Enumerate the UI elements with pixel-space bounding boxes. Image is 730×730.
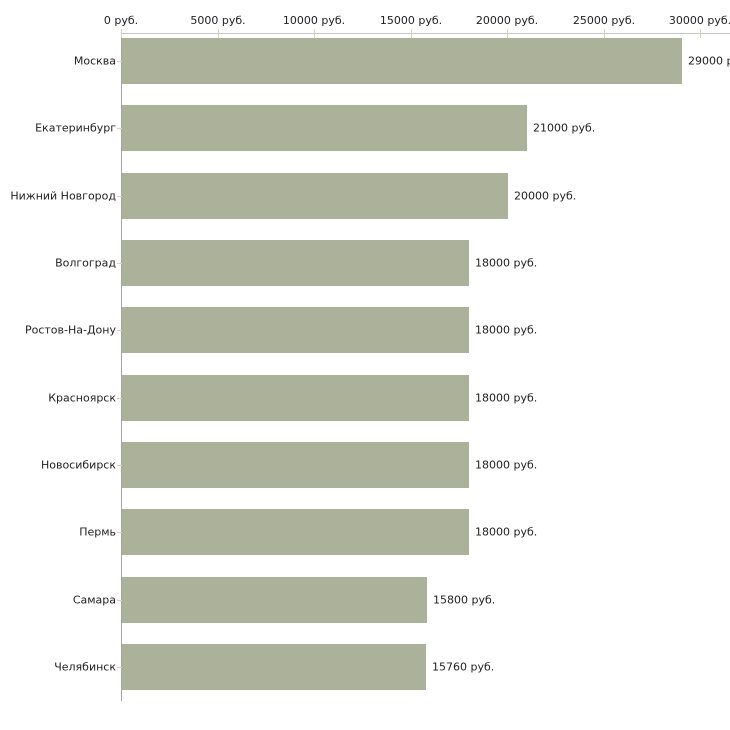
bar-value-label: 15800 руб. xyxy=(433,593,496,607)
bar xyxy=(122,173,508,219)
bar xyxy=(122,375,469,421)
bar xyxy=(122,307,469,353)
x-axis-tick-label: 30000 руб. xyxy=(668,14,730,27)
category-tick xyxy=(117,330,122,331)
bar-category-label: Нижний Новгород xyxy=(10,189,116,203)
bar-value-label: 18000 руб. xyxy=(475,391,538,405)
bar-value-label: 18000 руб. xyxy=(475,323,538,337)
x-axis-tick-label: 5000 руб. xyxy=(190,14,246,27)
x-axis-line xyxy=(121,33,730,34)
bar xyxy=(122,442,469,488)
category-tick xyxy=(117,398,122,399)
y-axis-line xyxy=(121,33,122,701)
bar xyxy=(122,509,469,555)
category-tick xyxy=(117,465,122,466)
bar-value-label: 18000 руб. xyxy=(475,525,538,539)
bar-category-label: Челябинск xyxy=(54,660,116,674)
category-tick xyxy=(117,600,122,601)
bar xyxy=(122,38,682,84)
category-tick xyxy=(117,667,122,668)
bar-category-label: Екатеринбург xyxy=(35,121,116,135)
bar-value-label: 21000 руб. xyxy=(533,121,596,135)
bar-value-label: 20000 руб. xyxy=(514,189,577,203)
category-tick xyxy=(117,61,122,62)
bar-category-label: Новосибирск xyxy=(40,458,116,472)
x-axis-tick-label: 25000 руб. xyxy=(572,14,636,27)
category-tick xyxy=(117,532,122,533)
x-axis-tick xyxy=(700,29,701,38)
bar-category-label: Самара xyxy=(72,593,116,607)
category-tick xyxy=(117,196,122,197)
x-axis-tick-label: 20000 руб. xyxy=(475,14,539,27)
bar-category-label: Москва xyxy=(73,54,116,68)
bar-category-label: Волгоград xyxy=(55,256,116,270)
category-tick xyxy=(117,263,122,264)
bar xyxy=(122,577,427,623)
x-axis-tick xyxy=(507,29,508,38)
x-axis-tick-label: 0 руб. xyxy=(103,14,139,27)
category-tick xyxy=(117,128,122,129)
x-axis-tick xyxy=(121,29,122,38)
x-axis-tick xyxy=(604,29,605,38)
x-axis-tick xyxy=(411,29,412,38)
bar-category-label: Красноярск xyxy=(48,391,116,405)
x-axis-tick-label: 10000 руб. xyxy=(282,14,346,27)
bar xyxy=(122,240,469,286)
bar-value-label: 18000 руб. xyxy=(475,256,538,270)
bar xyxy=(122,644,426,690)
x-axis-tick xyxy=(218,29,219,38)
bar-value-label: 15760 руб. xyxy=(432,660,495,674)
x-axis-tick-label: 15000 руб. xyxy=(379,14,443,27)
bar-value-label: 29000 руб. xyxy=(688,54,730,68)
bar-category-label: Ростов-На-Дону xyxy=(24,323,116,337)
bar-value-label: 18000 руб. xyxy=(475,458,538,472)
bar-category-label: Пермь xyxy=(79,525,116,539)
x-axis-tick xyxy=(314,29,315,38)
bar xyxy=(122,105,527,151)
